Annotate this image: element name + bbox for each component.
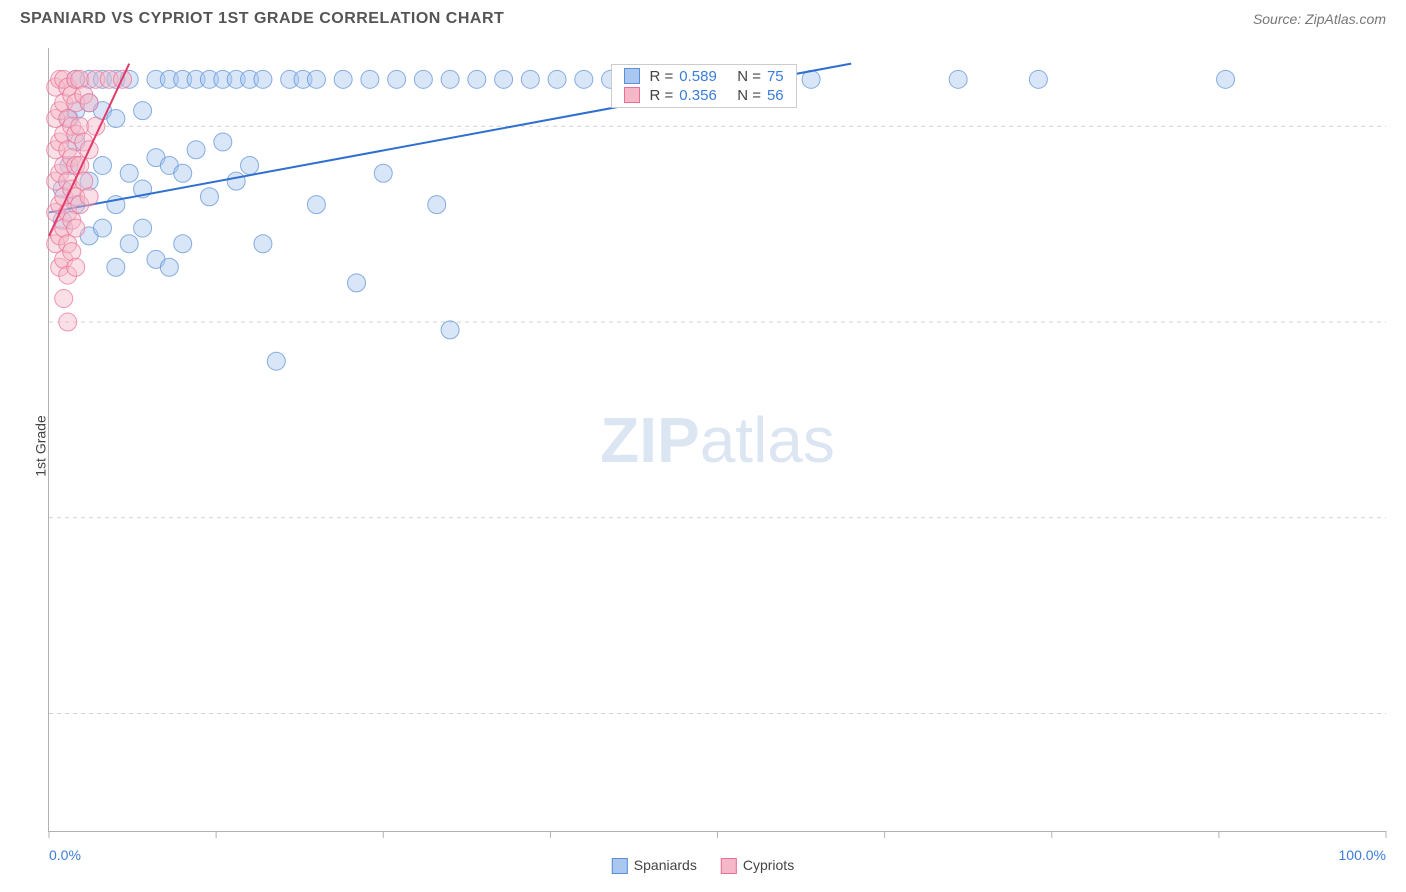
data-point bbox=[200, 188, 218, 206]
x-min-label: 0.0% bbox=[49, 847, 81, 863]
data-point bbox=[521, 70, 539, 88]
data-point bbox=[374, 164, 392, 182]
series-swatch bbox=[624, 87, 640, 103]
data-point bbox=[361, 70, 379, 88]
data-point bbox=[441, 321, 459, 339]
series-swatch bbox=[624, 68, 640, 84]
stat-n-label: N = bbox=[737, 68, 761, 85]
data-point bbox=[55, 290, 73, 308]
legend-item: Spaniards bbox=[612, 857, 697, 874]
data-point bbox=[334, 70, 352, 88]
data-point bbox=[468, 70, 486, 88]
legend-label: Cypriots bbox=[743, 857, 794, 873]
stat-r-label: R = bbox=[650, 68, 674, 85]
data-point bbox=[187, 141, 205, 159]
y-axis-label: 1st Grade bbox=[33, 415, 49, 476]
data-point bbox=[120, 235, 138, 253]
data-point bbox=[949, 70, 967, 88]
data-point bbox=[254, 70, 272, 88]
data-point bbox=[93, 156, 111, 174]
data-point bbox=[267, 352, 285, 370]
data-point bbox=[214, 133, 232, 151]
data-point bbox=[107, 109, 125, 127]
data-point bbox=[63, 243, 81, 261]
data-point bbox=[241, 156, 259, 174]
data-point bbox=[548, 70, 566, 88]
x-max-label: 100.0% bbox=[1339, 847, 1386, 863]
stat-r-value: 0.356 bbox=[679, 87, 717, 104]
data-point bbox=[428, 196, 446, 214]
stats-legend-box: R = 0.589 N = 75R = 0.356 N = 56 bbox=[611, 64, 797, 108]
data-point bbox=[174, 164, 192, 182]
data-point bbox=[495, 70, 513, 88]
data-point bbox=[307, 70, 325, 88]
data-point bbox=[227, 172, 245, 190]
data-point bbox=[388, 70, 406, 88]
chart-area: ZIPatlas R = 0.589 N = 75R = 0.356 N = 5… bbox=[48, 48, 1386, 832]
stats-row: R = 0.356 N = 56 bbox=[612, 86, 796, 105]
data-point bbox=[80, 188, 98, 206]
stat-n-value: 56 bbox=[767, 87, 784, 104]
plot-region: ZIPatlas R = 0.589 N = 75R = 0.356 N = 5… bbox=[48, 48, 1386, 832]
header: SPANIARD VS CYPRIOT 1ST GRADE CORRELATIO… bbox=[0, 0, 1406, 32]
plot-svg bbox=[49, 48, 1386, 831]
data-point bbox=[575, 70, 593, 88]
data-point bbox=[348, 274, 366, 292]
data-point bbox=[67, 219, 85, 237]
data-point bbox=[71, 117, 89, 135]
data-point bbox=[59, 313, 77, 331]
data-point bbox=[414, 70, 432, 88]
data-point bbox=[307, 196, 325, 214]
data-point bbox=[80, 94, 98, 112]
stat-n-value: 75 bbox=[767, 68, 784, 85]
legend-swatch bbox=[612, 858, 628, 874]
data-point bbox=[160, 258, 178, 276]
data-point bbox=[107, 258, 125, 276]
legend-item: Cypriots bbox=[721, 857, 794, 874]
stats-row: R = 0.589 N = 75 bbox=[612, 67, 796, 86]
data-point bbox=[1029, 70, 1047, 88]
stat-n-label: N = bbox=[737, 87, 761, 104]
chart-title: SPANIARD VS CYPRIOT 1ST GRADE CORRELATIO… bbox=[20, 10, 504, 28]
data-point bbox=[174, 235, 192, 253]
data-point bbox=[71, 70, 89, 88]
data-point bbox=[67, 258, 85, 276]
legend-label: Spaniards bbox=[634, 857, 697, 873]
legend-swatch bbox=[721, 858, 737, 874]
data-point bbox=[1217, 70, 1235, 88]
data-point bbox=[254, 235, 272, 253]
legend: Spaniards Cypriots bbox=[612, 857, 794, 874]
data-point bbox=[441, 70, 459, 88]
stat-r-label: R = bbox=[650, 87, 674, 104]
data-point bbox=[93, 219, 111, 237]
stat-r-value: 0.589 bbox=[679, 68, 717, 85]
data-point bbox=[134, 102, 152, 120]
data-point bbox=[134, 219, 152, 237]
data-point bbox=[120, 164, 138, 182]
source-attribution: Source: ZipAtlas.com bbox=[1253, 11, 1386, 27]
